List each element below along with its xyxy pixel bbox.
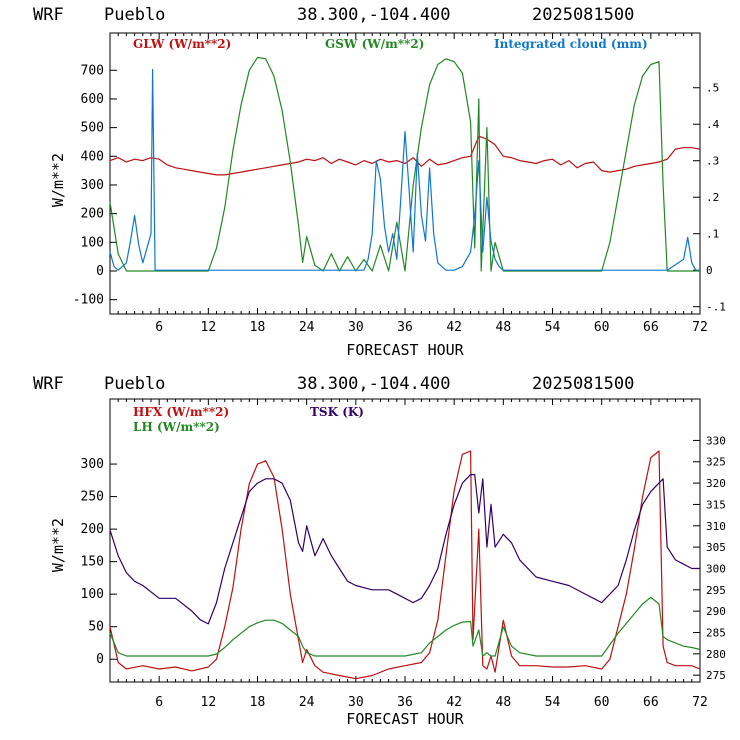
p1-plot-frame (109, 32, 701, 315)
p1-x-tick-label: 72 (692, 320, 708, 335)
p2-y2-tick-label: 300 (706, 562, 726, 575)
p1-x-tick-label: 36 (397, 320, 413, 335)
p2-y-tick-label: 200 (81, 522, 104, 537)
p1-y2-tick-label: .3 (706, 155, 719, 168)
p2-y-tick-label: 100 (81, 587, 104, 602)
p2-y2-tick-label: 305 (706, 541, 726, 554)
p2-ticks: 6 12 18 24 30 36 42 48 54 60 66 72 0 50 100 150 200 250 30… (81, 399, 726, 710)
p2-x-tick-label: 30 (348, 695, 364, 710)
p2-x-tick-label: 36 (397, 695, 413, 710)
p2-x-tick-label: 42 (446, 695, 462, 710)
p1-x-tick-label: 30 (348, 320, 364, 335)
p2-x-tick-label: 54 (545, 695, 561, 710)
p2-y2-tick-label: 310 (706, 520, 726, 533)
p1-y-tick-label: 100 (81, 235, 104, 250)
p1-y-tick-label: 500 (81, 121, 104, 136)
p2-header-coords: 38.300,-104.400 (297, 374, 451, 394)
p1-x-axis-label: FORECAST HOUR (346, 341, 464, 359)
p1-x-tick-label: 12 (201, 320, 217, 335)
p1-x-tick-label: 24 (299, 320, 315, 335)
p1-y-tick-label: 0 (96, 264, 104, 279)
p2-y-tick-label: 0 (96, 652, 104, 667)
p2-x-tick-label: 66 (643, 695, 659, 710)
p2-legend-tsk: TSK (K) (310, 405, 364, 419)
p2-x-tick-label: 72 (692, 695, 708, 710)
p2-header-site: Pueblo (104, 374, 165, 394)
p1-y-tick-label: 600 (81, 92, 104, 107)
p1-y2-tick-label: .2 (706, 191, 719, 204)
p1-series-line-1 (109, 56, 700, 272)
p2-y-tick-label: 250 (81, 490, 104, 505)
p2-x-axis-label: FORECAST HOUR (346, 710, 464, 728)
p1-x-tick-label: 54 (545, 320, 561, 335)
p2-series-line-2 (109, 474, 700, 625)
p2-y2-tick-label: 275 (706, 669, 726, 682)
p1-x-tick-label: 6 (155, 320, 163, 335)
p1-series-line-2 (109, 68, 700, 271)
p2-y-axis-label: W/m**2 (49, 518, 67, 572)
p1-x-tick-label: 60 (594, 320, 610, 335)
p2-y-tick-label: 50 (88, 620, 104, 635)
p1-legend-gsw: GSW (W/m**2) (325, 37, 424, 51)
p2-x-tick-label: 48 (496, 695, 512, 710)
p1-header-run: 2025081500 (532, 5, 634, 25)
p2-series-line-1 (109, 596, 701, 657)
p1-y2-tick-label: .1 (706, 228, 719, 241)
p1-y-tick-label: 300 (81, 178, 104, 193)
p2-x-tick-label: 18 (250, 695, 266, 710)
p2-y2-tick-label: 295 (706, 584, 726, 597)
p1-x-tick-label: 48 (496, 320, 512, 335)
p1-x-tick-label: 42 (446, 320, 462, 335)
p1-x-tick-label: 18 (250, 320, 266, 335)
p2-header-model: WRF (33, 374, 64, 394)
p1-y2-tick-label: .4 (706, 118, 720, 131)
p2-y2-tick-label: 290 (706, 605, 726, 618)
p2-y2-tick-label: 320 (706, 477, 726, 490)
p1-y2-tick-label: -.1 (706, 301, 726, 314)
p2-x-tick-label: 24 (299, 695, 315, 710)
p2-y2-tick-label: 330 (706, 434, 726, 447)
p2-plot-frame (109, 398, 701, 683)
p1-series (109, 56, 701, 272)
p2-y2-tick-label: 280 (706, 648, 726, 661)
p1-y-axis-label: W/m**2 (49, 153, 67, 207)
p2-y-tick-label: 300 (81, 457, 104, 472)
p1-header-coords: 38.300,-104.400 (297, 5, 451, 25)
p1-header-model: WRF (33, 5, 64, 25)
p2-x-tick-label: 12 (201, 695, 217, 710)
p1-y-tick-label: 700 (81, 63, 104, 78)
p1-legend-cloud: Integrated cloud (mm) (494, 37, 648, 51)
p1-ticks: 6 12 18 24 30 36 42 48 54 60 66 72 -100 0 100 200 300 400… (73, 33, 726, 335)
p1-y-tick-label: 400 (81, 149, 104, 164)
p2-legend-hfx: HFX (W/m**2) (133, 405, 229, 419)
p1-series-line-0 (109, 135, 701, 176)
p2-x-tick-label: 6 (155, 695, 163, 710)
p2-y2-tick-label: 285 (706, 626, 726, 639)
p1-x-tick-label: 66 (643, 320, 659, 335)
p2-y2-tick-label: 315 (706, 498, 726, 511)
p2-y2-tick-label: 325 (706, 456, 726, 469)
p1-y-tick-label: -100 (73, 293, 104, 308)
p1-legend-glw: GLW (W/m**2) (133, 37, 231, 51)
p1-y-tick-label: 200 (81, 207, 104, 222)
p2-series (109, 450, 701, 680)
p2-x-tick-label: 60 (594, 695, 610, 710)
p2-legend-lh: LH (W/m**2) (133, 420, 220, 434)
p2-y-tick-label: 150 (81, 555, 104, 570)
p2-series-line-0 (109, 450, 701, 680)
p1-y2-tick-label: 0 (706, 264, 713, 277)
p2-header-run: 2025081500 (532, 374, 634, 394)
p1-header-site: Pueblo (104, 5, 165, 25)
p1-y2-tick-label: .5 (706, 82, 719, 95)
